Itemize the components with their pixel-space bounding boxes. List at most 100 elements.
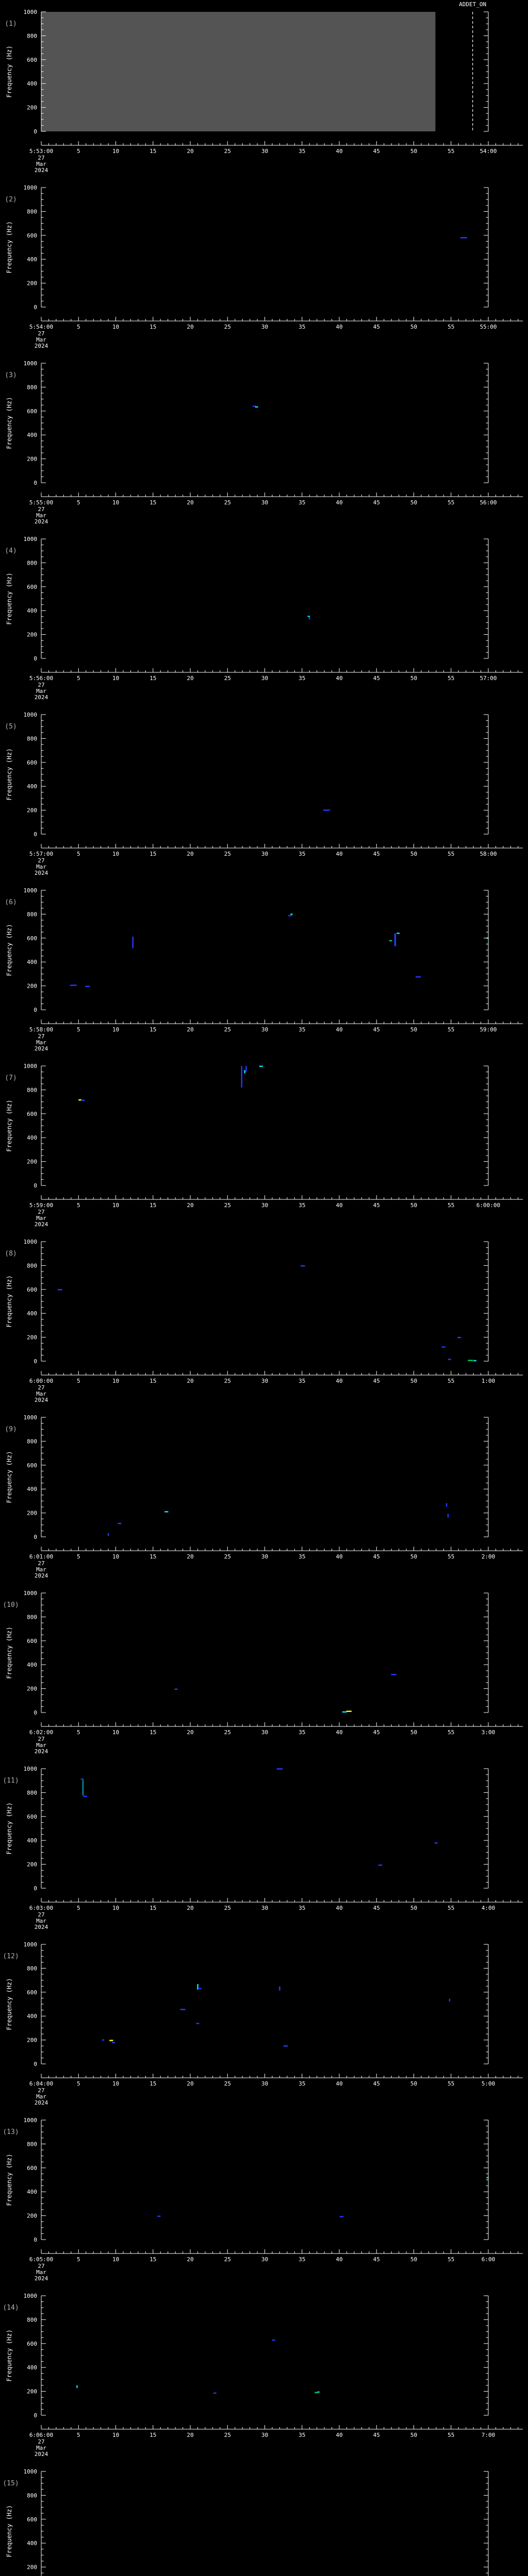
y-tick-label: 800 xyxy=(27,1438,37,1445)
panel-index-label: (3) xyxy=(5,371,16,379)
detection-dot xyxy=(157,2215,161,2217)
date-label: 27 xyxy=(38,1560,44,1567)
event-marks xyxy=(323,809,330,811)
x-tick-label: 15 xyxy=(150,148,156,155)
detection-dot xyxy=(323,809,330,811)
date-label: 2024 xyxy=(35,694,48,701)
x-tick-label: 20 xyxy=(187,1553,193,1560)
x-tick-label: 35 xyxy=(299,1026,305,1033)
date-label: 27 xyxy=(38,2438,44,2445)
y-tick-label: 800 xyxy=(27,208,37,215)
y-tick-label: 1000 xyxy=(24,360,38,367)
spectrogram-plot: 0 200 400 600 800 1000 5 10 15 20 25 30 35 40 45 50 55 5:… xyxy=(0,351,528,527)
x-tick-label: 25 xyxy=(224,148,231,155)
y-axis-title: Frequency (Hz) xyxy=(6,2154,13,2206)
spectrogram-panel-12: 0 200 400 600 800 1000 5 10 15 20 25 30 35 40 45 50 55 6:… xyxy=(0,1933,528,2108)
y-tick-label: 1000 xyxy=(24,9,38,15)
start-time-label: 6:02:00 xyxy=(29,1729,53,1736)
x-tick-label: 15 xyxy=(150,324,156,330)
x-tick-label: 45 xyxy=(373,1026,380,1033)
y-tick-label: 800 xyxy=(27,1262,37,1269)
y-axis xyxy=(41,2471,489,2576)
x-tick-label: 55 xyxy=(448,2432,454,2438)
x-tick-label: 25 xyxy=(224,1905,231,1911)
x-tick-label: 35 xyxy=(299,148,305,155)
y-tick-label: 1000 xyxy=(24,711,38,718)
x-tick-label: 20 xyxy=(187,851,193,857)
y-tick-label: 200 xyxy=(27,1686,37,1692)
y-tick-label: 600 xyxy=(27,1462,37,1469)
y-axis-title: Frequency (Hz) xyxy=(6,1451,13,1503)
detection-dot xyxy=(468,1360,473,1361)
panel-index-label: (7) xyxy=(5,1074,16,1082)
start-time-label: 6:00:00 xyxy=(29,1378,53,1384)
x-tick-label: 50 xyxy=(410,2432,417,2438)
x-tick-label: 30 xyxy=(261,1905,268,1911)
date-label: 27 xyxy=(38,2263,44,2269)
x-tick-label: 40 xyxy=(336,1026,342,1033)
panel-background xyxy=(0,2108,528,2284)
date-label: Mar xyxy=(36,1742,46,1749)
y-tick-label: 800 xyxy=(27,1965,37,1972)
x-tick-label: 35 xyxy=(299,2432,305,2438)
y-tick-label: 800 xyxy=(27,1789,37,1796)
x-tick-label: 50 xyxy=(410,1905,417,1911)
y-tick-label: 200 xyxy=(27,1510,37,1517)
y-axis xyxy=(41,1241,489,1362)
spectrogram-plot: 0 200 400 600 800 1000 5 10 15 20 25 30 35 40 45 50 55 5:… xyxy=(0,527,528,703)
y-axis xyxy=(41,714,489,835)
y-tick-label: 1000 xyxy=(24,184,38,191)
detection-dot xyxy=(457,1336,461,1338)
date-label: 27 xyxy=(38,1736,44,1742)
start-time-label: 5:58:00 xyxy=(29,1026,53,1033)
x-tick-label: 15 xyxy=(150,499,156,506)
y-tick-label: 200 xyxy=(27,807,37,814)
detection-dot xyxy=(164,1511,169,1513)
end-time-label: 2:00 xyxy=(482,1553,496,1560)
y-tick-label: 0 xyxy=(34,2412,37,2419)
x-tick-label: 50 xyxy=(410,1202,417,1209)
panel-background xyxy=(0,703,528,878)
x-tick-label: 20 xyxy=(187,675,193,682)
y-tick-label: 600 xyxy=(27,1989,37,1996)
detection-dot xyxy=(83,1795,87,1798)
detection-dot xyxy=(57,1289,62,1291)
x-tick-label: 5 xyxy=(77,1378,80,1384)
y-tick-label: 600 xyxy=(27,1638,37,1645)
event-marks xyxy=(307,616,310,620)
detection-dot xyxy=(473,1360,476,1362)
date-label: Mar xyxy=(36,2093,46,2100)
x-tick-label: 50 xyxy=(410,1378,417,1384)
detection-dot xyxy=(255,406,258,408)
detection-streak xyxy=(447,1514,449,1518)
panel-background xyxy=(0,1054,528,1230)
x-tick-label: 40 xyxy=(336,1202,342,1209)
event-marks xyxy=(174,1673,397,1713)
date-label: 2024 xyxy=(35,1748,48,1755)
detection-streak xyxy=(446,1503,448,1507)
x-tick-label: 10 xyxy=(112,148,119,155)
x-tick-label: 5 xyxy=(77,2080,80,2087)
y-tick-label: 0 xyxy=(34,1007,37,1013)
x-tick-label: 35 xyxy=(299,499,305,506)
y-tick-label: 200 xyxy=(27,2037,37,2044)
y-axis xyxy=(41,1592,489,1713)
y-tick-label: 400 xyxy=(27,2364,37,2371)
detection-dot xyxy=(109,2040,113,2041)
spectrogram-panel-8: 0 200 400 600 800 1000 5 10 15 20 25 30 35 40 45 50 55 6:… xyxy=(0,1230,528,1405)
x-tick-label: 5 xyxy=(77,1905,80,1911)
y-tick-label: 200 xyxy=(27,1159,37,1165)
no-data-region xyxy=(41,12,436,131)
date-label: 27 xyxy=(38,1209,44,1215)
y-tick-label: 400 xyxy=(27,1486,37,1493)
panel-index-label: (10) xyxy=(3,1601,19,1609)
detection-dot xyxy=(290,913,293,915)
date-label: 27 xyxy=(38,1911,44,1918)
x-tick-label: 10 xyxy=(112,1378,119,1384)
y-tick-label: 600 xyxy=(27,759,37,766)
y-tick-label: 400 xyxy=(27,2540,37,2547)
detection-streak xyxy=(245,1066,247,1072)
date-label: 27 xyxy=(38,857,44,864)
date-label: Mar xyxy=(36,1918,46,1924)
y-tick-label: 400 xyxy=(27,2013,37,2020)
